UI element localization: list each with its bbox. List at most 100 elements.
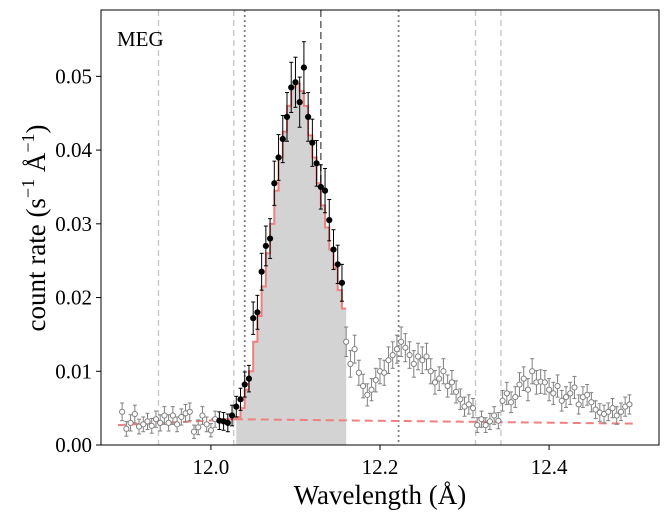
fit-data-marker — [258, 268, 265, 275]
other-data-point — [584, 384, 591, 406]
fit-data-point — [262, 225, 269, 267]
other-data-point — [486, 412, 494, 431]
fit-data-point — [279, 114, 286, 164]
other-data-point — [512, 386, 519, 408]
other-points-layer — [119, 326, 633, 439]
other-data-marker — [571, 384, 578, 391]
fit-data-marker — [283, 113, 291, 121]
other-data-point — [457, 388, 464, 411]
other-data-point — [414, 342, 422, 371]
other-data-marker — [452, 388, 460, 396]
other-data-marker — [368, 386, 375, 393]
fit-data-marker — [266, 235, 274, 242]
other-data-marker — [499, 397, 506, 404]
other-data-point — [186, 402, 193, 422]
other-data-point — [495, 412, 502, 430]
other-data-marker — [165, 419, 172, 426]
fit-data-marker — [305, 113, 312, 121]
other-data-point — [343, 326, 350, 358]
other-data-point — [474, 417, 481, 433]
fit-fill-layer — [236, 83, 347, 445]
other-data-marker — [554, 382, 561, 390]
other-data-marker — [516, 381, 523, 388]
y-label-exp2: −1 — [18, 133, 38, 152]
panel-label: MEG — [117, 27, 164, 51]
other-data-marker — [351, 346, 358, 353]
fit-data-marker — [292, 79, 299, 86]
fit-layer — [210, 82, 347, 421]
other-data-point — [119, 402, 126, 422]
other-data-point — [123, 420, 130, 437]
other-data-marker — [385, 357, 392, 364]
other-data-marker — [605, 408, 612, 415]
other-data-marker — [507, 399, 515, 406]
fit-data-marker — [233, 403, 240, 410]
fit-points-layer — [216, 41, 346, 433]
other-data-point — [516, 372, 523, 397]
other-data-marker — [503, 390, 510, 397]
other-data-point — [389, 341, 396, 369]
fit-data-point — [250, 301, 257, 335]
other-data-marker — [423, 353, 430, 360]
other-data-marker — [419, 357, 426, 364]
other-data-point — [524, 378, 532, 402]
fit-data-point — [271, 160, 278, 206]
other-data-point — [419, 346, 426, 374]
other-data-marker — [402, 344, 409, 351]
fit-data-point — [241, 371, 248, 398]
other-data-marker — [444, 382, 451, 390]
fit-data-marker — [228, 412, 236, 419]
fit-data-marker — [262, 242, 269, 250]
other-data-marker — [520, 375, 527, 382]
other-data-marker — [431, 379, 439, 386]
fit-data-point — [233, 395, 240, 418]
fit-data-marker — [245, 375, 253, 382]
other-data-marker — [541, 379, 548, 386]
other-data-marker — [207, 427, 215, 434]
other-data-marker — [203, 421, 210, 428]
fit-data-point — [224, 413, 231, 433]
other-data-point — [478, 410, 485, 428]
y-label-close: ) — [21, 124, 51, 133]
fit-data-marker — [250, 315, 257, 322]
y-axis-ticks: 0.00 0.01 0.02 0.03 0.04 0.05 — [55, 64, 101, 457]
other-data-marker — [398, 338, 405, 345]
fit-data-point — [254, 294, 261, 330]
fit-data-marker — [279, 135, 286, 143]
other-data-marker — [584, 391, 591, 398]
fit-data-point — [296, 76, 303, 128]
other-data-point — [140, 416, 147, 433]
other-data-marker — [588, 399, 595, 406]
other-data-point — [609, 398, 616, 419]
other-data-point — [444, 374, 451, 398]
fit-data-marker — [224, 419, 231, 426]
other-data-point — [605, 402, 612, 422]
other-data-marker — [389, 351, 396, 359]
other-data-marker — [592, 406, 599, 413]
other-data-marker — [199, 412, 206, 419]
other-data-point — [613, 406, 620, 425]
other-data-point — [402, 333, 409, 363]
other-data-marker — [410, 360, 417, 367]
continuum-layer — [117, 418, 634, 427]
fit-data-marker — [321, 187, 329, 194]
other-data-point — [567, 381, 574, 405]
other-data-point — [592, 400, 599, 419]
other-data-marker — [161, 412, 168, 419]
other-data-point — [427, 358, 434, 385]
other-data-marker — [448, 379, 455, 386]
other-data-marker — [152, 416, 160, 423]
fit-fill-area — [236, 83, 347, 445]
other-data-point — [207, 423, 215, 438]
other-data-marker — [372, 377, 379, 384]
fit-data-marker — [241, 381, 248, 388]
other-data-marker — [436, 375, 443, 382]
other-data-marker — [127, 419, 134, 426]
other-data-point — [469, 398, 477, 419]
other-data-point — [135, 418, 143, 435]
other-data-point — [600, 404, 608, 424]
other-data-marker — [512, 393, 519, 401]
other-data-marker — [173, 421, 181, 428]
fit-data-point — [334, 244, 341, 285]
fit-data-point — [275, 134, 282, 181]
